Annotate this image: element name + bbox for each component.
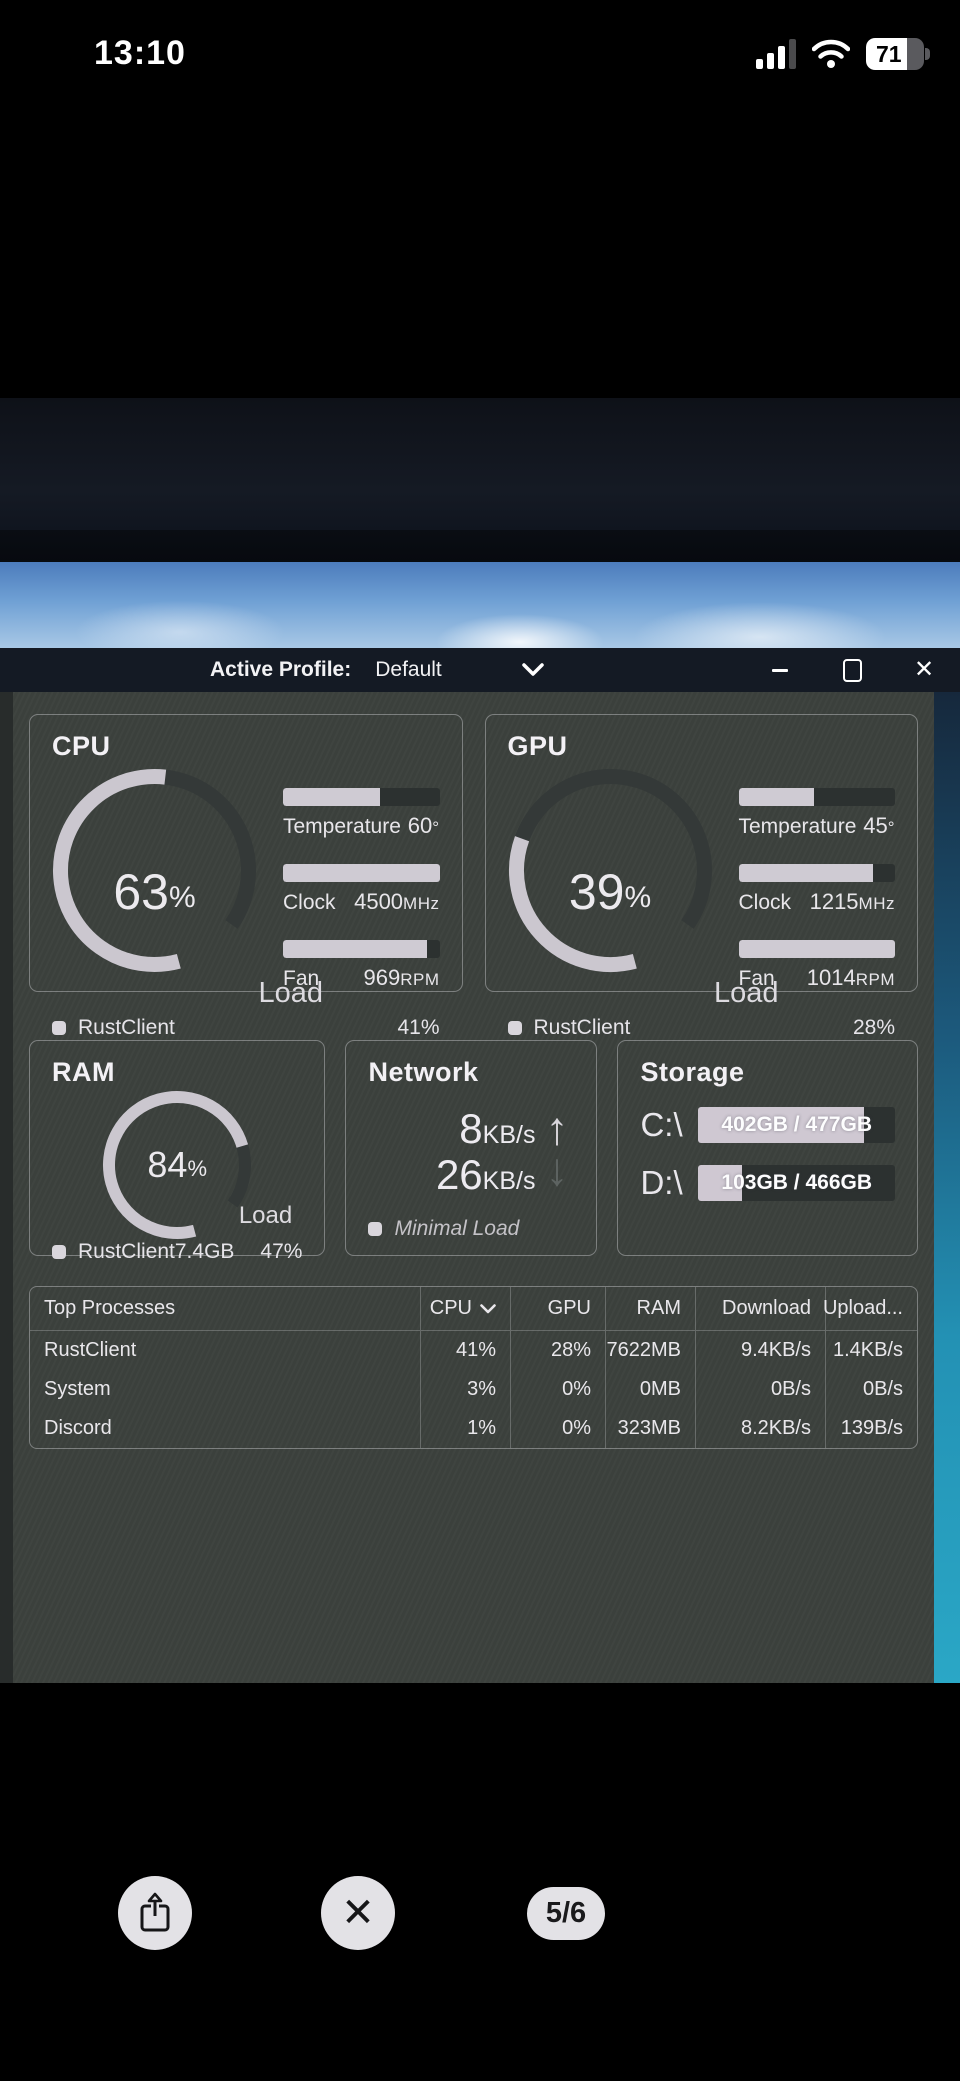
storage-panel-title: Storage bbox=[640, 1057, 745, 1087]
cellular-signal-icon bbox=[756, 39, 796, 69]
drive-c-usage-bar: 402GB / 477GB bbox=[698, 1107, 895, 1143]
maximize-button[interactable] bbox=[816, 648, 888, 692]
cpu-top-process: RustClient 41% bbox=[52, 1016, 440, 1040]
network-panel-title: Network bbox=[368, 1057, 479, 1087]
ram-top-process: RustClient 7.4GB 47% bbox=[52, 1240, 302, 1264]
process-bullet-icon bbox=[52, 1021, 66, 1035]
share-icon bbox=[140, 1892, 170, 1932]
download-speed: 26KB/s bbox=[435, 1151, 536, 1199]
clock: 13:10 bbox=[94, 34, 186, 72]
header-top-processes[interactable]: Top Processes bbox=[30, 1287, 420, 1331]
share-button[interactable] bbox=[118, 1876, 192, 1950]
ram-panel: RAM 84% Load Rust bbox=[29, 1040, 326, 1263]
gpu-fan-metric: Fan 1014RPM bbox=[738, 940, 895, 991]
cpu-panel-title: CPU bbox=[52, 731, 111, 761]
active-profile-selector[interactable]: Active Profile: Default bbox=[210, 648, 544, 692]
table-row: Discord 1% 0% 323MB 8.2KB/s 139B/s bbox=[30, 1409, 917, 1448]
upload-arrow-icon: ↑ bbox=[545, 1102, 569, 1154]
monitoring-app-window: CPU 63% Load bbox=[13, 692, 934, 1683]
gpu-top-process: RustClient 28% bbox=[507, 1016, 895, 1040]
minimize-icon bbox=[772, 668, 788, 672]
battery-icon: 71 bbox=[866, 38, 932, 70]
gpu-temperature-metric: Temperature 45° bbox=[738, 788, 895, 839]
monitor-bezel-top bbox=[0, 398, 960, 530]
cpu-panel: CPU 63% Load bbox=[29, 714, 463, 1039]
top-processes-table: Top Processes CPU GPU RAM Download Uploa… bbox=[29, 1286, 918, 1449]
cpu-fan-metric: Fan 969RPM bbox=[283, 940, 440, 991]
network-status: Minimal Load bbox=[368, 1217, 574, 1241]
viewer-controls: ✕ 5/6 bbox=[0, 1876, 960, 1956]
close-button[interactable]: ✕ bbox=[888, 648, 960, 692]
header-ram[interactable]: RAM bbox=[605, 1287, 695, 1331]
network-throughput: 8KB/s 26KB/s ↑ ↓ bbox=[435, 1102, 569, 1199]
gpu-clock-metric: Clock 1215MHz bbox=[738, 864, 895, 915]
wifi-icon bbox=[812, 39, 850, 68]
table-row: System 3% 0% 0MB 0B/s 0B/s bbox=[30, 1370, 917, 1409]
header-cpu[interactable]: CPU bbox=[420, 1287, 510, 1331]
header-download[interactable]: Download bbox=[695, 1287, 825, 1331]
desktop-area: CPU 63% Load bbox=[0, 692, 960, 1683]
upload-speed: 8KB/s bbox=[459, 1105, 536, 1152]
gpu-panel-title: GPU bbox=[507, 731, 568, 761]
status-bar: 13:10 71 bbox=[0, 30, 960, 86]
gpu-load-gauge: 39% Load bbox=[508, 768, 779, 1016]
header-gpu[interactable]: GPU bbox=[510, 1287, 605, 1331]
chevron-down-icon[interactable] bbox=[522, 663, 544, 677]
gpu-panel: GPU 39% Load bbox=[484, 714, 918, 1039]
desktop-left-edge bbox=[0, 692, 13, 1683]
desktop-wallpaper-right bbox=[934, 692, 960, 1683]
desktop-wallpaper-sky bbox=[0, 562, 960, 648]
ram-panel-title: RAM bbox=[52, 1057, 115, 1087]
storage-panel: Storage C:\ 402GB / 477GB D:\ bbox=[617, 1040, 918, 1256]
close-icon: ✕ bbox=[913, 656, 935, 683]
cpu-load-label: Load bbox=[258, 977, 323, 1009]
ram-load-gauge: 84% Load bbox=[82, 1090, 292, 1240]
drive-d-usage-bar: 103GB / 466GB bbox=[698, 1165, 895, 1201]
cpu-clock-metric: Clock 4500MHz bbox=[283, 864, 440, 915]
close-photo-button[interactable]: ✕ bbox=[321, 1876, 395, 1950]
table-header-row: Top Processes CPU GPU RAM Download Uploa… bbox=[30, 1287, 917, 1331]
cpu-temperature-metric: Temperature 60° bbox=[283, 788, 440, 839]
process-bullet-icon bbox=[507, 1021, 522, 1035]
gpu-load-value: 39 bbox=[568, 864, 625, 920]
gpu-load-label: Load bbox=[713, 977, 779, 1009]
drive-c: C:\ 402GB / 477GB bbox=[640, 1106, 895, 1144]
app-titlebar: Active Profile: Default ✕ bbox=[0, 648, 960, 692]
download-arrow-icon: ↓ bbox=[545, 1143, 569, 1196]
cpu-load-value: 63 bbox=[113, 864, 169, 920]
network-panel: Network 8KB/s 26KB/s ↑ ↓ bbox=[345, 1040, 598, 1256]
cpu-load-gauge: 63% Load bbox=[52, 768, 323, 1016]
process-bullet-icon bbox=[52, 1245, 66, 1259]
table-row: RustClient 41% 28% 7622MB 9.4KB/s 1.4KB/s bbox=[30, 1331, 917, 1370]
ram-load-label: Load bbox=[238, 1202, 293, 1229]
close-x-icon: ✕ bbox=[341, 1891, 375, 1935]
photo-counter-badge: 5/6 bbox=[527, 1887, 605, 1940]
sort-chevron-down-icon bbox=[480, 1303, 496, 1314]
drive-d: D:\ 103GB / 466GB bbox=[640, 1164, 895, 1202]
monitor-photo: Active Profile: Default ✕ CPU bbox=[0, 398, 960, 1683]
battery-percent: 71 bbox=[876, 41, 902, 67]
monitor-bezel-band bbox=[0, 530, 960, 562]
active-profile-label: Active Profile: bbox=[210, 658, 352, 681]
maximize-icon bbox=[842, 658, 862, 682]
minimize-button[interactable] bbox=[744, 648, 816, 692]
status-bullet-icon bbox=[368, 1222, 383, 1236]
ram-load-value: 84 bbox=[147, 1144, 188, 1185]
active-profile-value: Default bbox=[375, 658, 442, 681]
header-upload[interactable]: Upload... bbox=[823, 1287, 917, 1331]
